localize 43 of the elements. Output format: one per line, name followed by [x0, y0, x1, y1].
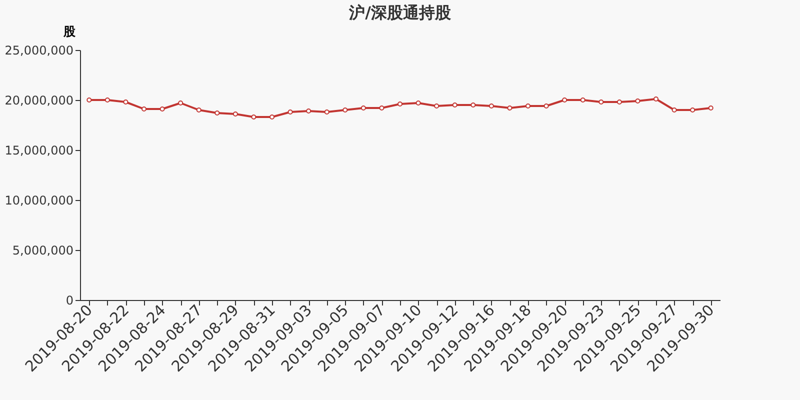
point	[580, 98, 586, 102]
point	[654, 96, 658, 102]
chart-title: 沪/深股通持股	[348, 3, 452, 22]
point	[232, 112, 238, 116]
y-tick-label: 20,000,000	[4, 94, 74, 108]
y-tick-label: 0	[66, 294, 74, 308]
point	[270, 114, 274, 120]
point	[342, 108, 348, 112]
point	[616, 100, 622, 104]
point	[488, 104, 494, 108]
point	[452, 102, 458, 108]
y-tick-label: 5,000,000	[12, 244, 74, 258]
point	[324, 110, 330, 114]
point	[196, 108, 202, 112]
point	[214, 110, 220, 116]
point	[160, 106, 165, 112]
point	[306, 108, 312, 114]
point	[104, 98, 110, 102]
point	[598, 100, 604, 104]
point	[434, 104, 440, 108]
y-tick-label: 25,000,000	[4, 44, 74, 58]
point	[398, 102, 402, 106]
point	[635, 98, 640, 104]
point	[288, 110, 293, 114]
point	[672, 108, 677, 112]
point	[526, 104, 530, 108]
point	[251, 114, 256, 120]
point	[86, 98, 92, 102]
point	[123, 100, 128, 104]
point	[708, 106, 714, 110]
point	[360, 106, 366, 110]
point	[416, 100, 421, 106]
point	[507, 106, 512, 110]
y-tick-label: 10,000,000	[4, 194, 74, 208]
point	[379, 106, 384, 110]
point	[544, 104, 549, 108]
point	[562, 98, 568, 102]
point	[470, 102, 476, 108]
point	[690, 108, 696, 112]
point	[142, 106, 146, 112]
point	[178, 100, 184, 106]
y-axis-title: 股	[62, 24, 76, 38]
y-tick-label: 15,000,000	[4, 144, 74, 158]
